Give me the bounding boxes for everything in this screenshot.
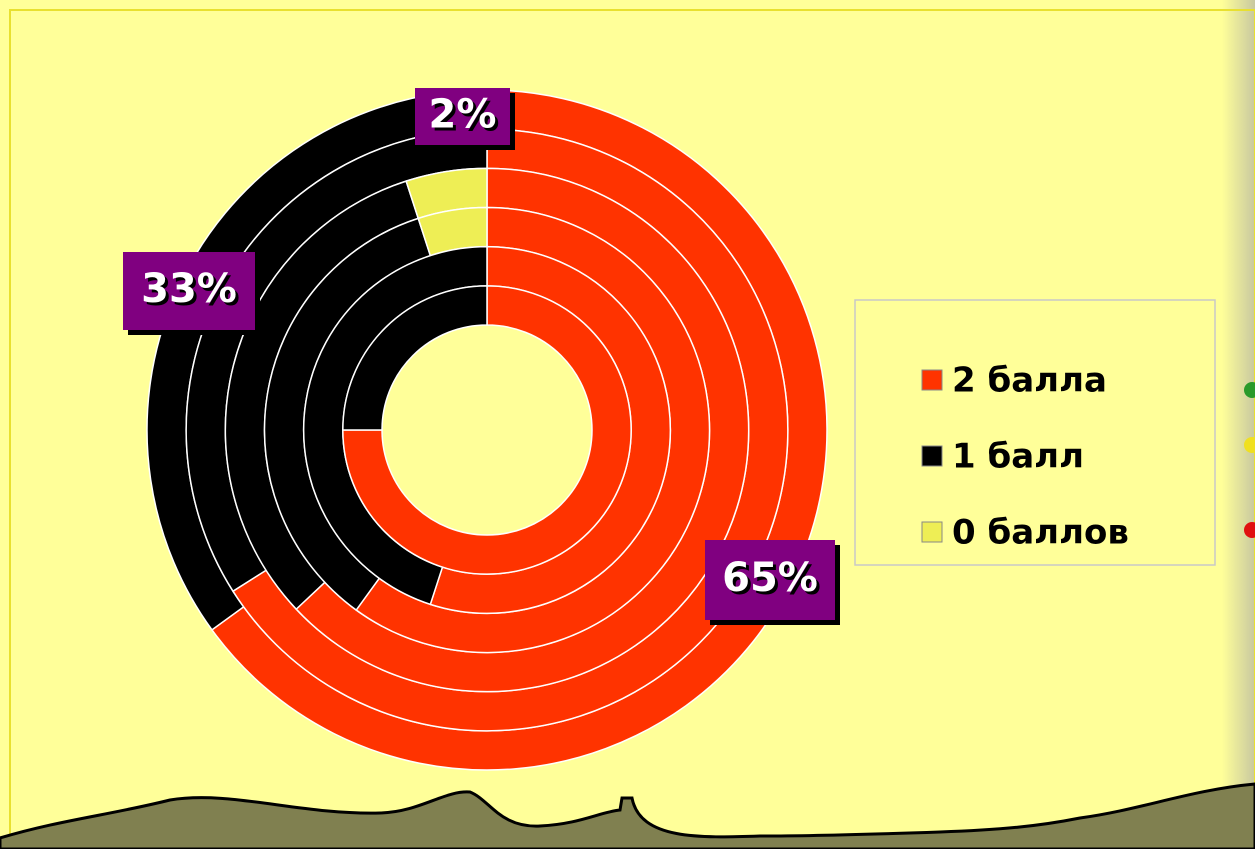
frame — [9, 9, 1255, 849]
legend — [854, 299, 1216, 566]
legend-label: 1 балл — [952, 437, 1084, 477]
label-shadow-text: 33% — [144, 269, 240, 315]
data-labels: 65%65%33%33%2%2% — [123, 88, 840, 625]
segment — [342, 285, 488, 431]
data-label: 33% — [141, 266, 237, 312]
slide-edge — [1222, 0, 1255, 849]
segment — [342, 285, 632, 575]
label-box — [415, 88, 510, 145]
label-box — [123, 252, 255, 330]
label-box — [705, 540, 835, 620]
label-shadow-text: 2% — [432, 95, 500, 141]
legend-swatch — [921, 521, 943, 543]
dot — [1244, 382, 1255, 398]
legend-swatch — [921, 369, 943, 391]
dot — [1244, 522, 1255, 538]
data-label: 65% — [722, 555, 818, 601]
hills — [0, 782, 1255, 849]
data-label: 2% — [429, 92, 497, 138]
legend-items: 2 балла 1 балл 0 баллов — [921, 361, 1129, 553]
dot — [1244, 437, 1255, 453]
legend-label: 0 баллов — [952, 513, 1129, 553]
legend-swatch — [921, 445, 943, 467]
legend-label: 2 балла — [952, 361, 1107, 401]
label-shadow-text: 65% — [725, 558, 821, 604]
